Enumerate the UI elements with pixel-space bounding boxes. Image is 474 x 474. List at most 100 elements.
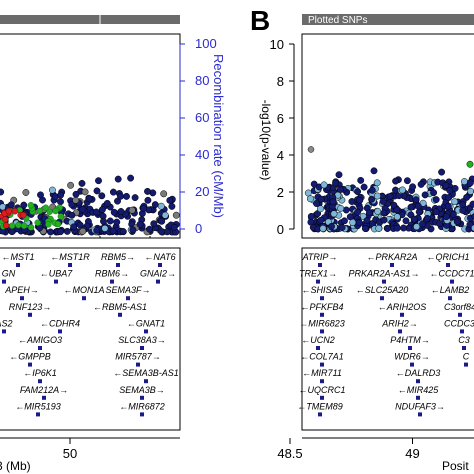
snp-point bbox=[349, 219, 357, 226]
gene-label: MIR5787→ bbox=[115, 352, 161, 362]
panel-b-y-tick-label: 4 bbox=[277, 148, 284, 163]
snp-point bbox=[338, 224, 346, 232]
gene-label: WDR6→ bbox=[394, 352, 430, 362]
snp-point bbox=[374, 207, 382, 215]
snp-point bbox=[341, 217, 348, 225]
gene-body bbox=[380, 296, 384, 301]
gene-label: ←SHISA5 bbox=[301, 285, 343, 295]
snp-point bbox=[409, 183, 417, 191]
gene-label: ←MIR6823 bbox=[299, 318, 345, 328]
snp-point bbox=[144, 196, 152, 204]
snp-point bbox=[93, 226, 101, 234]
snp-point bbox=[150, 220, 158, 228]
gene-label: ←PFKFB4 bbox=[300, 302, 343, 312]
gene-label: ←GN bbox=[0, 269, 16, 279]
panel-b: B Plotted SNPs 0 2 4 6 8 10 -log10(p-value) ATRIP… bbox=[250, 5, 474, 473]
snp-point bbox=[337, 204, 345, 212]
snp-point bbox=[317, 216, 325, 224]
gene-label: ←COL7A1 bbox=[300, 352, 344, 362]
panel-b-x-tick-label: 48.5 bbox=[277, 446, 302, 461]
gene-body bbox=[118, 312, 122, 317]
gene-body bbox=[144, 329, 148, 334]
panel-b-y-tick-label: 0 bbox=[277, 222, 284, 237]
gene-body bbox=[20, 296, 24, 301]
snp-point bbox=[402, 217, 410, 225]
panel-a-right-tick-label: 80 bbox=[195, 73, 209, 88]
snp-point bbox=[98, 192, 106, 200]
gene-body bbox=[144, 379, 148, 384]
snp-point bbox=[101, 224, 109, 232]
snp-point bbox=[466, 179, 474, 187]
gene-label: RBM5→ bbox=[101, 252, 135, 262]
snp-point-green bbox=[42, 204, 49, 211]
gene-label: RNF123→ bbox=[9, 302, 52, 312]
snp-point-red bbox=[1, 216, 9, 223]
gene-body bbox=[390, 263, 394, 267]
snp-point bbox=[57, 228, 64, 236]
snp-point bbox=[20, 201, 28, 209]
snp-point bbox=[393, 224, 401, 232]
gene-label: ←SEMA3B-AS1 bbox=[113, 368, 179, 378]
gene-body bbox=[418, 412, 422, 417]
gene-body bbox=[400, 312, 404, 317]
snp-point bbox=[131, 194, 139, 202]
snp-point bbox=[459, 206, 467, 214]
gene-body bbox=[116, 263, 120, 267]
snp-point bbox=[140, 205, 148, 212]
snp-point bbox=[453, 218, 461, 226]
snp-point bbox=[438, 168, 446, 176]
snp-point-green bbox=[8, 222, 16, 229]
gene-label: ←ARIH2OS bbox=[378, 302, 427, 312]
snp-point bbox=[47, 228, 54, 236]
snp-point bbox=[460, 178, 468, 185]
snp-point-green bbox=[57, 213, 65, 220]
snp-point bbox=[469, 200, 474, 208]
snp-point bbox=[79, 205, 87, 213]
snp-point bbox=[317, 205, 324, 213]
snp-point bbox=[72, 190, 80, 198]
gene-body bbox=[38, 379, 42, 384]
gene-body bbox=[2, 329, 6, 334]
snp-point bbox=[113, 218, 121, 226]
panel-b-legend-bar bbox=[302, 14, 474, 25]
panel-a-right-tick-label: 40 bbox=[195, 147, 209, 162]
snp-point bbox=[158, 217, 166, 225]
snp-point bbox=[166, 196, 174, 204]
snp-point bbox=[117, 208, 125, 215]
snp-point bbox=[329, 198, 337, 206]
panel-b-y-axis-label: -log10(p-value) bbox=[259, 100, 273, 181]
gene-label: ←QRICH1 bbox=[426, 252, 469, 262]
snp-point-red bbox=[5, 207, 13, 215]
gene-body bbox=[2, 279, 6, 284]
gene-body bbox=[416, 379, 420, 384]
snp-point bbox=[67, 181, 75, 189]
snp-point bbox=[70, 223, 78, 231]
gene-label: ←DALRD3 bbox=[396, 368, 441, 378]
panel-a-x-tick-label: 50 bbox=[63, 446, 77, 461]
gene-body bbox=[382, 279, 386, 284]
snp-point bbox=[123, 192, 130, 200]
snp-point bbox=[317, 195, 325, 203]
snp-point bbox=[423, 214, 431, 222]
snp-point bbox=[98, 206, 106, 214]
snp-point bbox=[393, 213, 401, 221]
gene-body bbox=[458, 312, 462, 317]
gene-label: AS2 bbox=[0, 318, 13, 328]
gene-body bbox=[416, 395, 420, 400]
panel-b-x-tick-label: 49 bbox=[405, 446, 419, 461]
snp-point bbox=[407, 203, 415, 211]
panel-a: 0 20 40 60 80 100 Recombination rate (cM/Mb) ←M… bbox=[0, 15, 226, 473]
snp-point bbox=[320, 181, 328, 189]
snp-point bbox=[157, 202, 165, 210]
gene-body bbox=[140, 395, 144, 400]
snp-point bbox=[336, 186, 344, 193]
panel-a-right-tick-label: 60 bbox=[195, 110, 209, 125]
gene-label: NDUFAF3→ bbox=[395, 401, 445, 411]
snp-point bbox=[451, 198, 459, 206]
snp-point bbox=[449, 211, 457, 218]
gene-body bbox=[82, 296, 86, 301]
snp-point-green bbox=[27, 224, 35, 231]
snp-point bbox=[93, 187, 101, 195]
snp-point bbox=[313, 200, 320, 207]
